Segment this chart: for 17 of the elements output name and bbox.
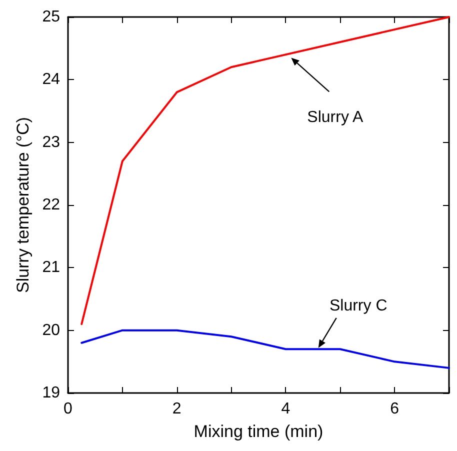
line-series (80, 16, 450, 326)
x-tick-label: 2 (172, 400, 182, 418)
x-tick-label: 4 (281, 400, 290, 418)
y-tick-label: 25 (42, 8, 60, 26)
y-tick-label: 23 (42, 134, 60, 151)
x-tick-label: 0 (64, 400, 73, 418)
annotation: Slurry C (329, 297, 388, 314)
x-axis-title: Mixing time (min) (194, 422, 324, 441)
y-tick-label: 22 (42, 196, 60, 214)
line-series (80, 329, 450, 369)
y-axis-title: Slurry temperature (°C) (13, 117, 32, 293)
y-tick-label: 21 (42, 259, 60, 276)
y-tick-label: 24 (42, 71, 60, 88)
annotation: Slurry A (307, 109, 364, 126)
x-tick-label: 6 (390, 400, 400, 418)
y-tick-label: 20 (42, 322, 60, 339)
y-tick-label: 19 (42, 384, 60, 402)
